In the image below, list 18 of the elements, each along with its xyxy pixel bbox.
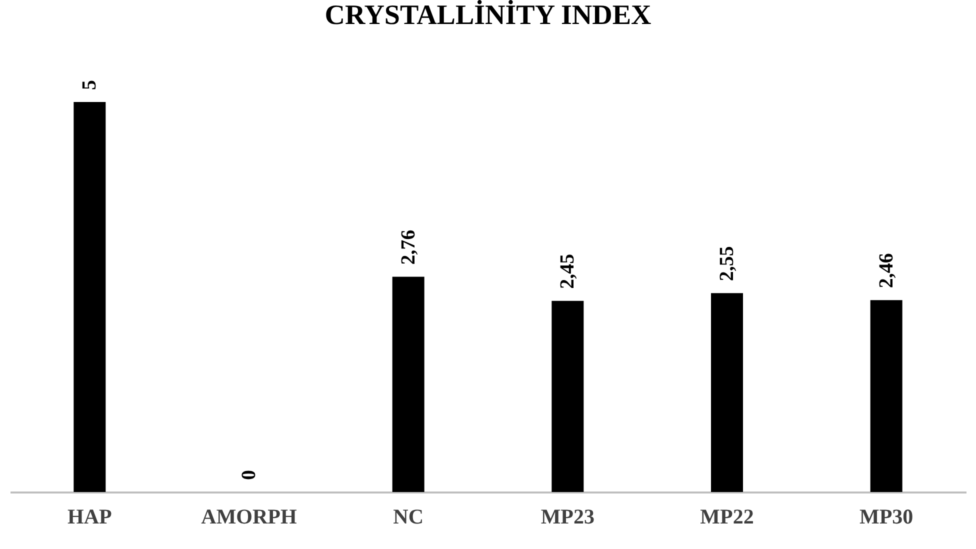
- data-label: 5: [78, 80, 101, 90]
- x-tick-label: MP30: [860, 504, 914, 528]
- x-tick-label: AMORPH: [201, 504, 297, 528]
- bar: [392, 276, 424, 492]
- x-tick-label: HAP: [68, 504, 112, 528]
- data-label: 0: [238, 470, 260, 480]
- data-label: 2,76: [397, 230, 420, 265]
- bar: [74, 102, 106, 492]
- x-tick-label: MP22: [700, 504, 754, 528]
- bar: [870, 300, 902, 492]
- data-label: 2,46: [875, 253, 898, 288]
- x-tick-label: MP23: [540, 504, 594, 528]
- chart-title: CRYSTALLİNİTY INDEX: [324, 0, 652, 31]
- x-tick-label: NC: [393, 504, 424, 528]
- data-label: 2,45: [556, 254, 579, 289]
- data-label: 2,55: [716, 246, 738, 282]
- bar: [711, 293, 743, 492]
- bar: [552, 300, 584, 492]
